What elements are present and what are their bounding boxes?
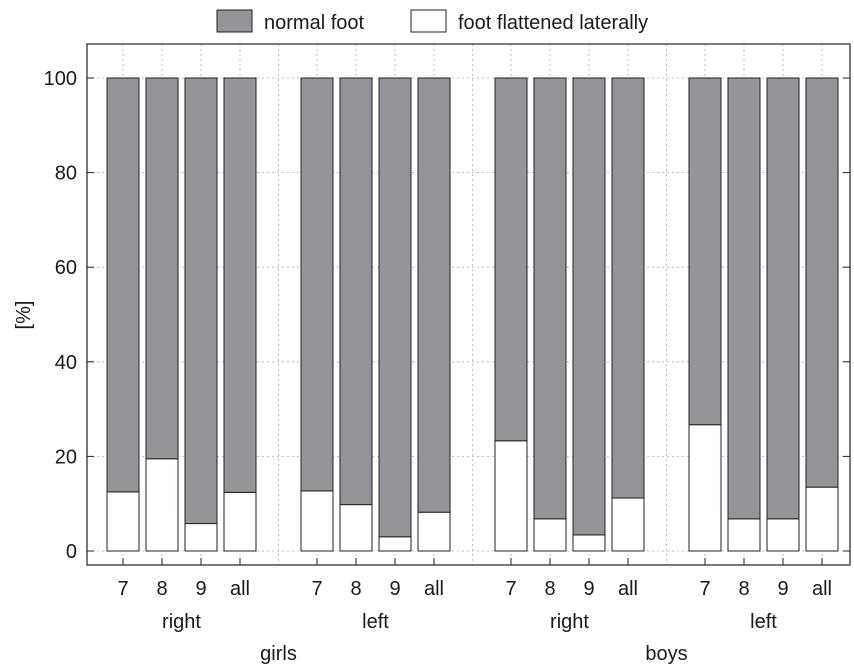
plot-frame [86,43,851,566]
bar-normal-foot [378,77,412,538]
y-tick-label: 100 [44,68,77,90]
category-label: 8 [156,578,167,600]
category-label: 8 [738,578,749,600]
category-label: 9 [389,578,400,600]
bar-foot-flattened-laterally [145,458,179,552]
bar-normal-foot [572,77,606,536]
bar-normal-foot [300,77,334,492]
bar-normal-foot [223,77,257,493]
y-tick-label: 60 [55,257,77,279]
bar-foot-flattened-laterally [805,486,839,552]
y-tick-label: 20 [55,446,77,468]
bar-normal-foot [727,77,761,520]
y-axis-title: [%] [13,301,35,330]
bar-normal-foot [805,77,839,488]
bar-foot-flattened-laterally [766,518,800,552]
legend: normal foot foot flattened laterally [216,9,648,34]
category-label: 7 [699,578,710,600]
bar-normal-foot [611,77,645,499]
category-label: all [812,578,832,600]
bar-normal-foot [766,77,800,520]
y-tick-label: 40 [55,352,77,374]
x-axis-labels: 7 8 9 all 7 8 9 all 7 8 9 all 7 8 9 all right left right le… [117,578,832,665]
legend-swatch-foot-flattened-laterally [410,9,447,33]
side-group-label: right [550,611,589,633]
category-label: 9 [195,578,206,600]
category-label: 7 [117,578,128,600]
side-group-label: left [750,611,777,633]
bar-normal-foot [494,77,528,442]
category-label: all [618,578,638,600]
y-tick-label: 80 [55,163,77,185]
legend-label-foot-flattened-laterally: foot flattened laterally [458,12,648,34]
bar-foot-flattened-laterally [223,491,257,552]
side-group-label: right [162,611,201,633]
y-tick-label: 0 [66,541,77,563]
side-group-label: left [362,611,389,633]
bar-foot-flattened-laterally [688,424,722,552]
category-label: 8 [544,578,555,600]
bar-normal-foot [145,77,179,460]
bar-normal-foot [339,77,373,506]
legend-label-normal-foot: normal foot [264,12,364,34]
bars [106,77,839,552]
category-label: 7 [311,578,322,600]
bar-foot-flattened-laterally [417,511,451,552]
bar-foot-flattened-laterally [184,523,218,552]
bar-foot-flattened-laterally [611,497,645,552]
bar-normal-foot [417,77,451,513]
bar-foot-flattened-laterally [106,491,140,552]
sex-group-label: girls [260,643,297,665]
category-label: 8 [350,578,361,600]
category-label: 7 [505,578,516,600]
bar-foot-flattened-laterally [727,518,761,552]
bar-foot-flattened-laterally [339,504,373,552]
bar-foot-flattened-laterally [533,518,567,552]
bar-normal-foot [184,77,218,525]
sex-group-label: boys [645,643,687,665]
bar-normal-foot [688,77,722,426]
bar-normal-foot [533,77,567,520]
category-label: all [230,578,250,600]
category-label: 9 [583,578,594,600]
category-label: all [424,578,444,600]
category-label: 9 [777,578,788,600]
bar-foot-flattened-laterally [378,536,412,552]
bar-foot-flattened-laterally [572,534,606,552]
legend-swatch-normal-foot [216,9,253,33]
bar-foot-flattened-laterally [494,440,528,552]
bar-normal-foot [106,77,140,493]
bar-foot-flattened-laterally [300,490,334,552]
y-axis-ticks: 0 20 40 60 80 100 [44,68,850,565]
